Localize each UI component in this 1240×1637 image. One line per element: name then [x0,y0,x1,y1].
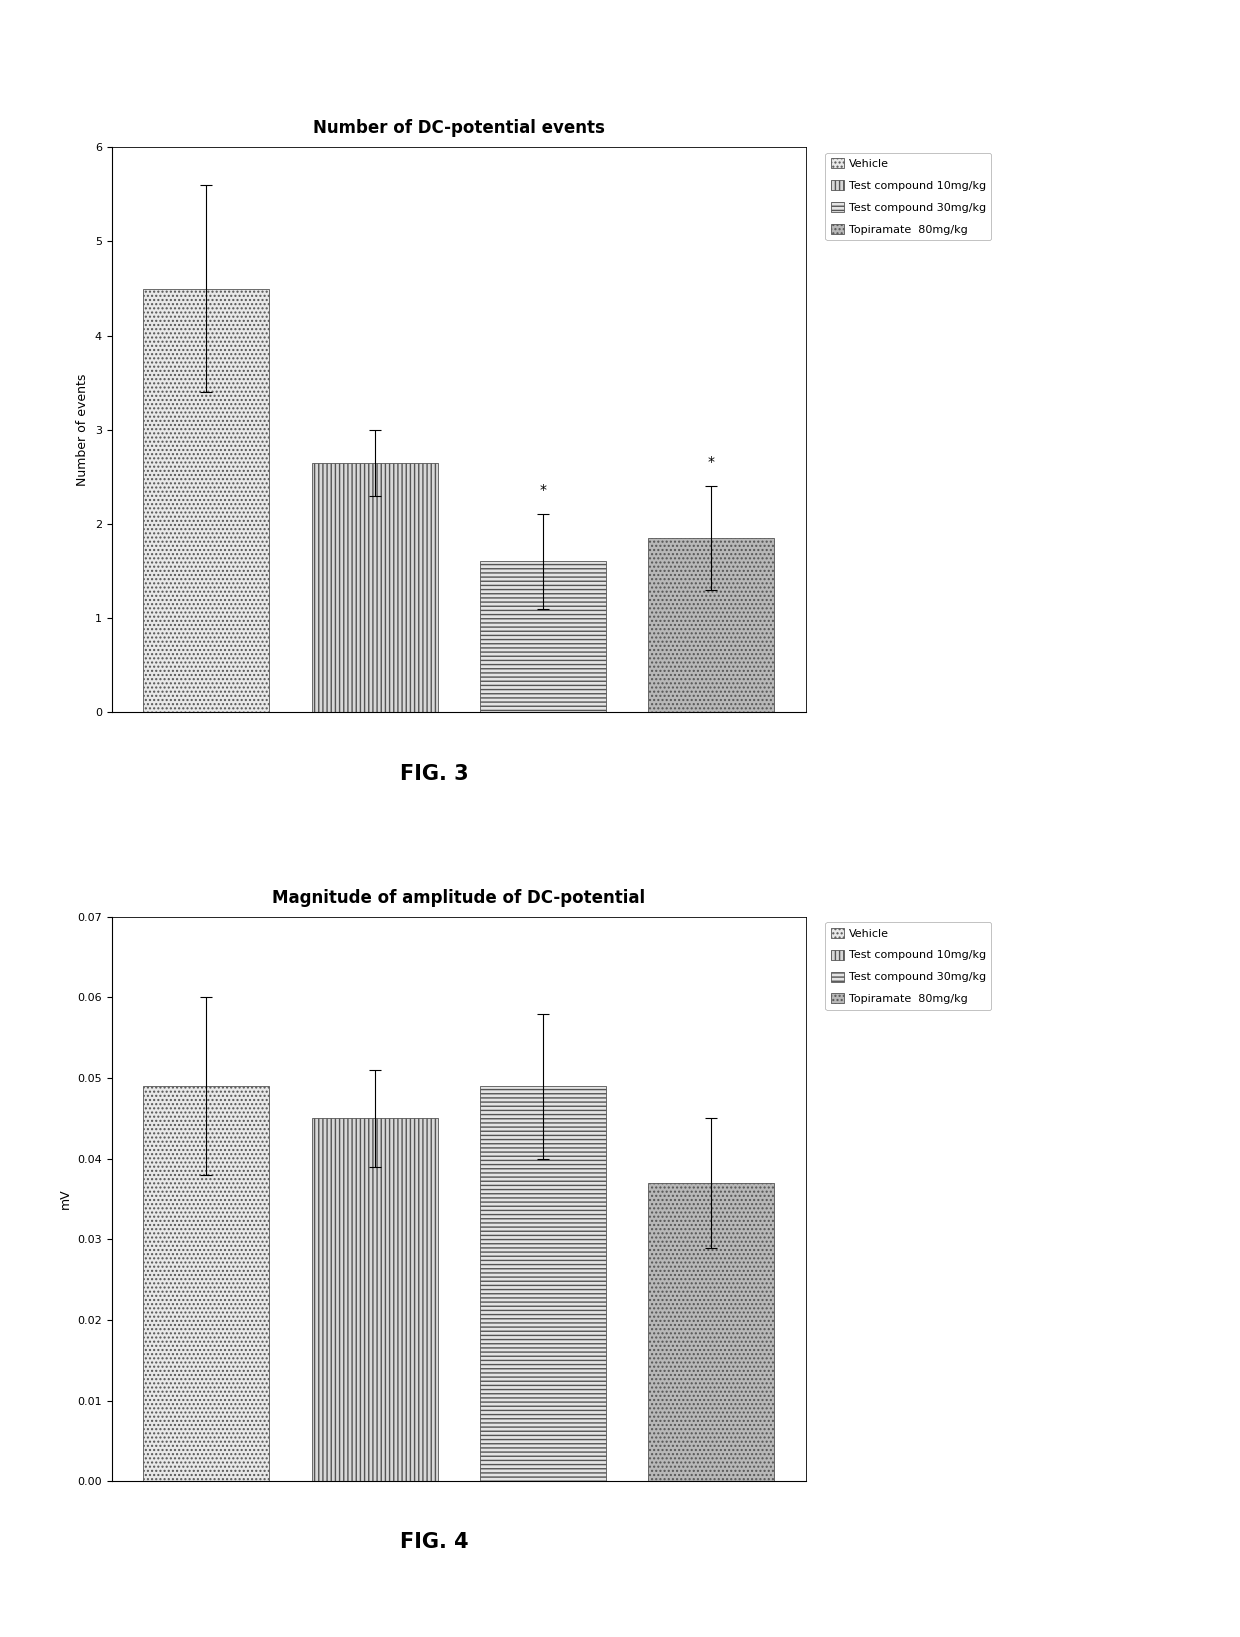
Y-axis label: Number of events: Number of events [76,373,89,486]
Text: *: * [708,455,714,470]
Text: FIG. 3: FIG. 3 [399,764,469,784]
Y-axis label: mV: mV [58,1188,72,1210]
Legend: Vehicle, Test compound 10mg/kg, Test compound 30mg/kg, Topiramate  80mg/kg: Vehicle, Test compound 10mg/kg, Test com… [826,152,992,241]
Title: Number of DC-potential events: Number of DC-potential events [312,120,605,138]
Text: FIG. 4: FIG. 4 [399,1532,469,1552]
Bar [649,539,775,712]
Bar [311,463,438,712]
Text: *: * [539,483,547,498]
Bar [143,288,269,712]
Bar [480,561,606,712]
Bar [143,1087,269,1481]
Bar [480,1087,606,1481]
Bar [311,1118,438,1481]
Bar [649,1184,775,1481]
Title: Magnitude of amplitude of DC-potential: Magnitude of amplitude of DC-potential [273,889,645,907]
Legend: Vehicle, Test compound 10mg/kg, Test compound 30mg/kg, Topiramate  80mg/kg: Vehicle, Test compound 10mg/kg, Test com… [826,922,992,1010]
